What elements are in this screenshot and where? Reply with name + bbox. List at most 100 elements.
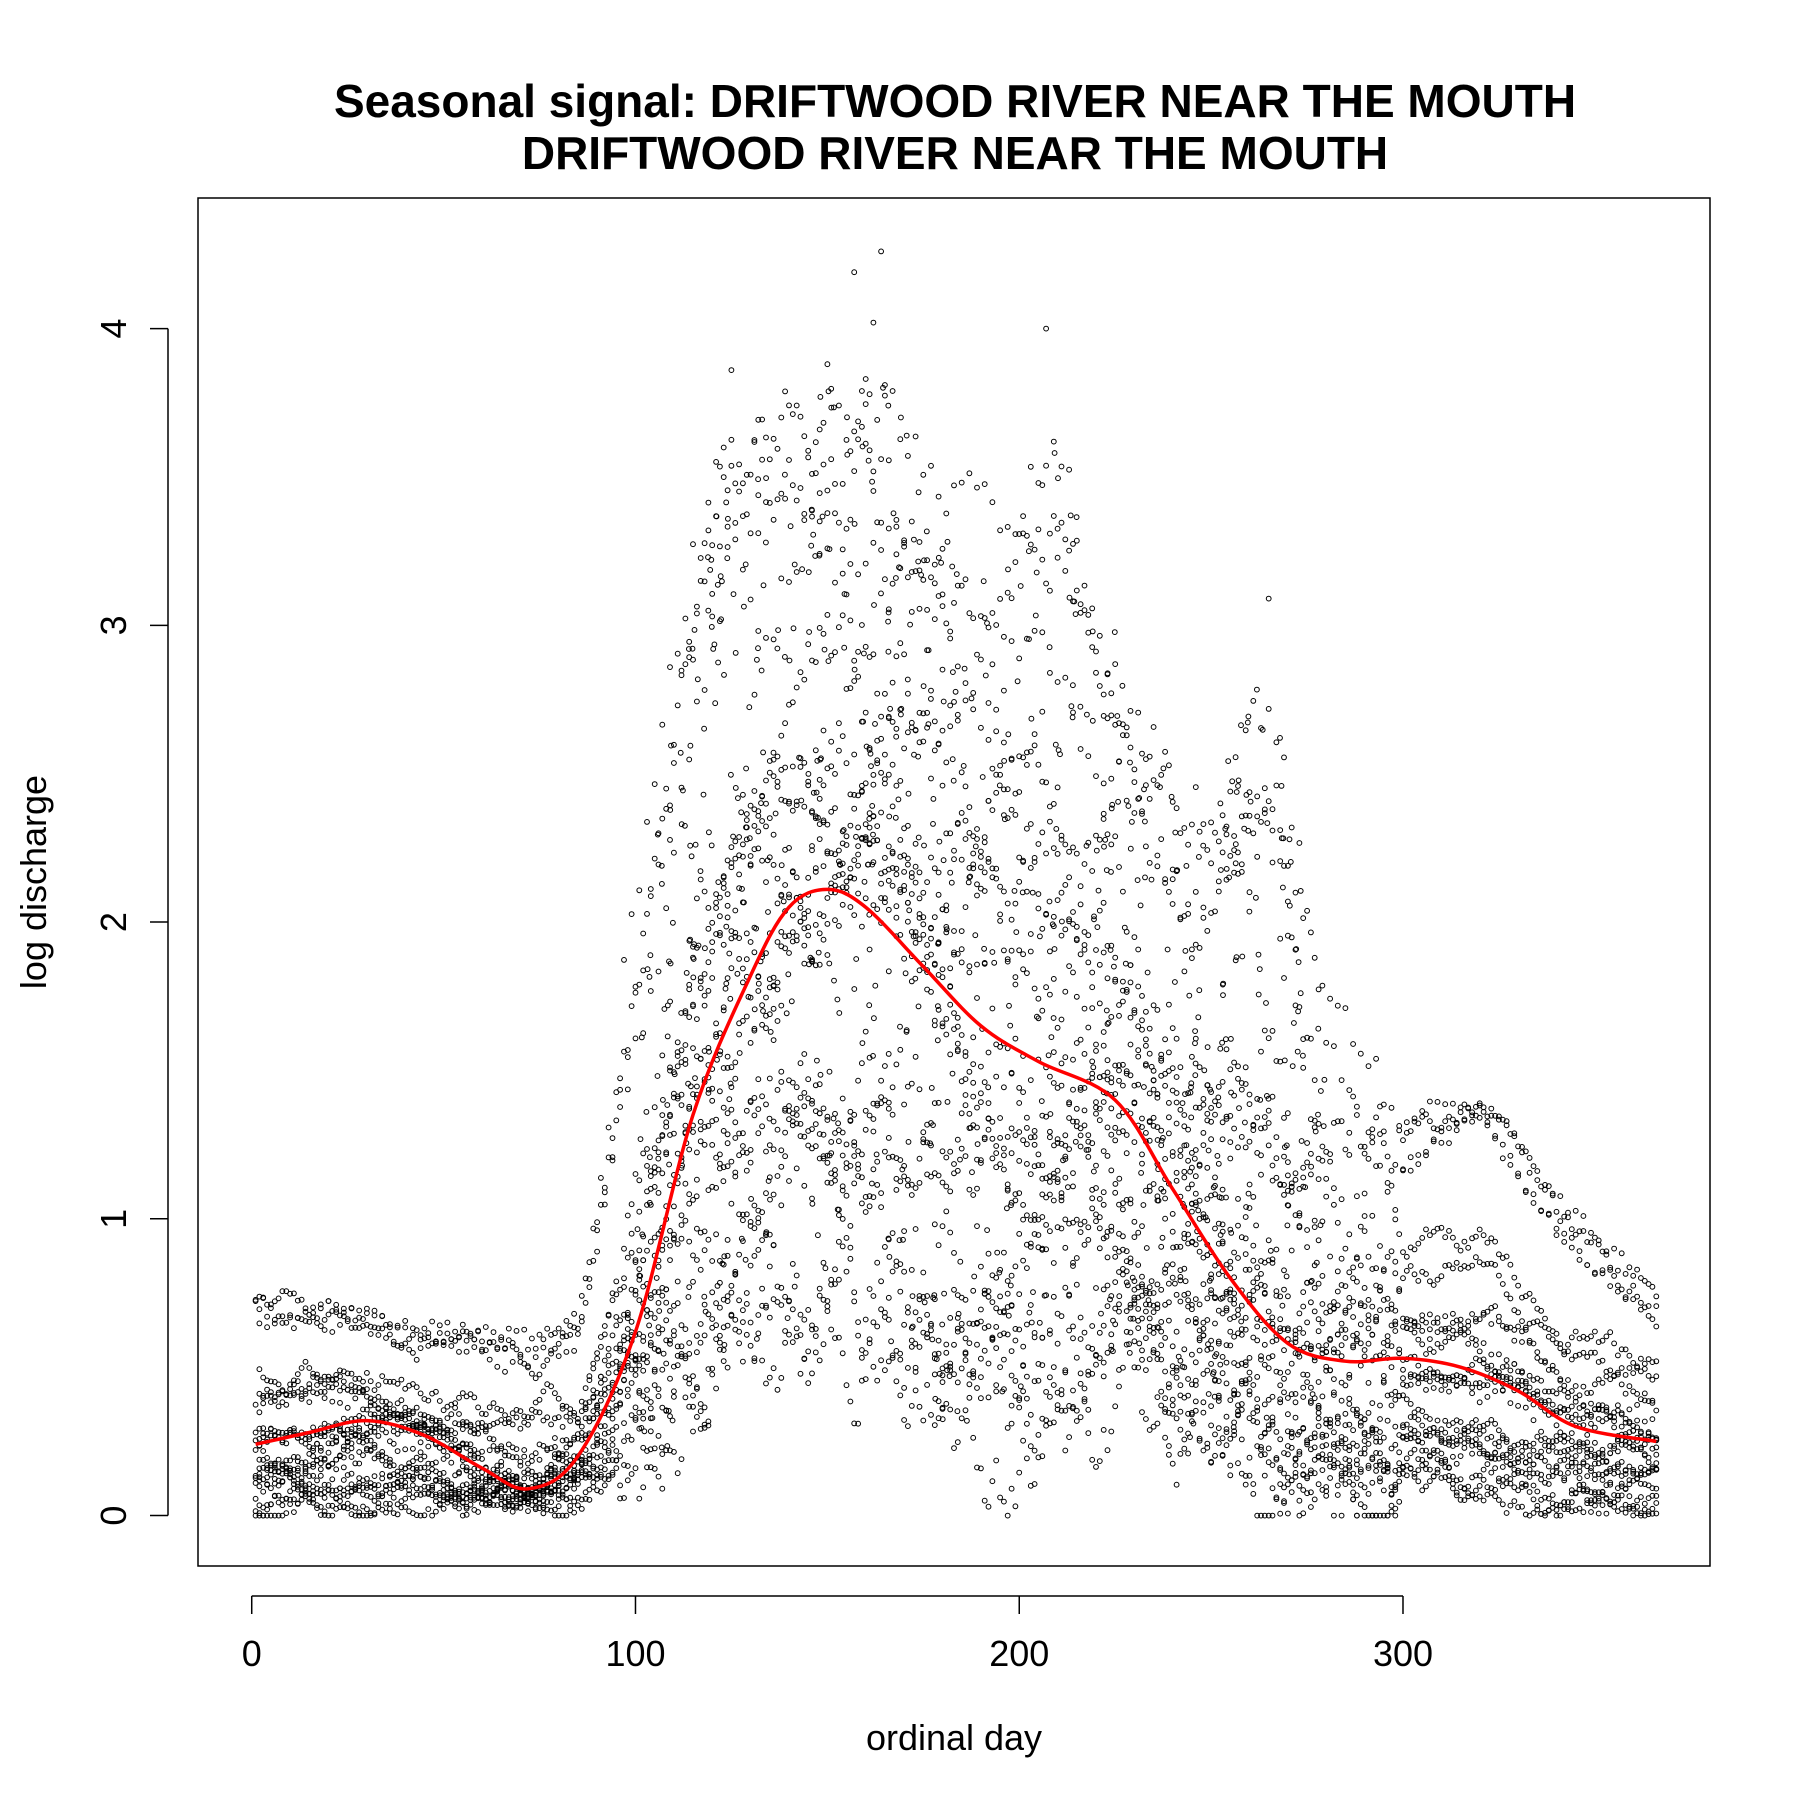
data-point-1718 xyxy=(1231,1092,1237,1099)
data-point-891 xyxy=(862,1350,869,1356)
data-point-134 xyxy=(1281,1267,1287,1274)
data-point-3295 xyxy=(970,850,977,857)
data-point-3954 xyxy=(690,656,696,663)
data-point-2081 xyxy=(1219,1370,1226,1377)
data-point-3390 xyxy=(1334,1268,1341,1275)
data-point-2195 xyxy=(256,1409,263,1416)
data-point-2916 xyxy=(1584,1262,1591,1268)
data-point-3362 xyxy=(1227,1066,1234,1073)
data-point-4060 xyxy=(1096,683,1103,689)
data-point-2368 xyxy=(920,889,927,896)
data-point-588 xyxy=(1104,1069,1111,1076)
data-point-2134 xyxy=(1423,1428,1429,1435)
data-point-3999 xyxy=(862,401,869,408)
data-point-1740 xyxy=(1315,1176,1322,1182)
data-point-2587 xyxy=(463,1337,470,1344)
data-point-2287 xyxy=(609,1332,616,1339)
data-point-3432 xyxy=(1496,1251,1502,1258)
data-point-2693 xyxy=(1277,858,1284,864)
data-point-3396 xyxy=(1357,1223,1364,1230)
data-point-3056 xyxy=(1250,1194,1257,1200)
data-point-1402 xyxy=(1185,1290,1191,1297)
data-point-2796 xyxy=(663,905,670,912)
data-point-1697 xyxy=(1150,1123,1157,1129)
data-point-1373 xyxy=(962,1053,969,1059)
data-point-266 xyxy=(893,1187,900,1193)
data-point-314 xyxy=(1261,1401,1268,1408)
data-point-257 xyxy=(824,1117,831,1123)
data-point-1259 xyxy=(1492,1388,1498,1395)
data-point-293 xyxy=(1100,1359,1107,1366)
data-point-4041 xyxy=(1024,532,1030,539)
data-point-832 xyxy=(636,1409,643,1416)
data-point-4466 xyxy=(1254,1150,1261,1156)
data-point-1171 xyxy=(816,961,823,968)
data-point-1509 xyxy=(429,1417,436,1424)
data-point-4090 xyxy=(1212,829,1218,836)
data-point-2656 xyxy=(993,706,1000,713)
data-point-2808 xyxy=(755,628,762,634)
data-point-2379 xyxy=(962,904,969,910)
data-point-228 xyxy=(601,1430,608,1437)
data-point-1580 xyxy=(701,971,708,977)
data-point-1040 xyxy=(1434,1469,1441,1476)
data-point-152 xyxy=(1419,1328,1426,1334)
data-point-3232 xyxy=(728,844,735,850)
data-point-853 xyxy=(717,1339,723,1346)
data-point-2817 xyxy=(824,510,831,516)
data-point-3337 xyxy=(1131,934,1138,940)
data-point-1867 xyxy=(398,1482,405,1489)
data-point-342 xyxy=(1476,1450,1483,1457)
data-point-1216 xyxy=(1162,1215,1168,1222)
data-point-1762 xyxy=(1400,1275,1406,1282)
data-point-2518 xyxy=(1496,1313,1502,1320)
data-point-3724 xyxy=(1212,1262,1218,1269)
data-point-3958 xyxy=(705,527,712,534)
data-point-3299 xyxy=(985,798,992,804)
data-point-4785 xyxy=(1073,1216,1080,1223)
data-point-3353 xyxy=(1192,1147,1199,1153)
data-point-2415 xyxy=(1100,1029,1107,1035)
data-point-1691 xyxy=(1127,979,1134,986)
data-point-432 xyxy=(505,1468,512,1474)
data-point-1656 xyxy=(993,789,1000,796)
data-point-1584 xyxy=(717,929,723,936)
data-point-608 xyxy=(1181,1168,1188,1175)
data-point-1477 xyxy=(306,1385,313,1391)
data-point-4094 xyxy=(1227,853,1234,859)
data-point-2101 xyxy=(1296,1482,1303,1489)
data-point-1308 xyxy=(463,1444,470,1451)
data-point-930 xyxy=(1012,1378,1019,1384)
data-point-236 xyxy=(663,1337,670,1344)
data-point-4028 xyxy=(974,651,980,658)
data-point-2093 xyxy=(1265,1396,1272,1403)
data-point-2079 xyxy=(1212,1431,1218,1438)
data-point-4788 xyxy=(1085,1237,1092,1243)
data-point-3992 xyxy=(836,519,842,526)
data-point-3336 xyxy=(1127,962,1134,968)
data-point-3266 xyxy=(859,622,865,628)
data-point-4054 xyxy=(1073,587,1080,594)
data-point-1070 xyxy=(1549,1492,1556,1498)
data-point-2889 xyxy=(1377,1243,1383,1249)
data-point-2393 xyxy=(1016,878,1023,885)
data-point-3039 xyxy=(1120,978,1126,985)
data-point-351 xyxy=(1545,1473,1552,1480)
data-point-3912 xyxy=(529,1370,535,1377)
data-point-263 xyxy=(870,1128,877,1135)
data-point-4766 xyxy=(1001,1166,1007,1173)
data-point-4753 xyxy=(951,1161,957,1167)
data-point-1818 xyxy=(1615,1369,1621,1376)
data-point-881 xyxy=(824,1308,831,1314)
data-point-4333 xyxy=(743,930,750,937)
data-point-2286 xyxy=(605,1352,612,1359)
data-point-2791 xyxy=(624,1086,631,1093)
data-point-1313 xyxy=(502,1448,508,1455)
data-point-1494 xyxy=(371,1402,378,1408)
data-point-3028 xyxy=(1035,905,1042,912)
data-point-374 xyxy=(283,1440,290,1447)
data-point-4460 xyxy=(1231,1125,1237,1132)
data-point-1265 xyxy=(1538,1428,1544,1435)
data-point-1728 xyxy=(1269,1162,1276,1169)
data-point-2677 xyxy=(1154,852,1161,859)
